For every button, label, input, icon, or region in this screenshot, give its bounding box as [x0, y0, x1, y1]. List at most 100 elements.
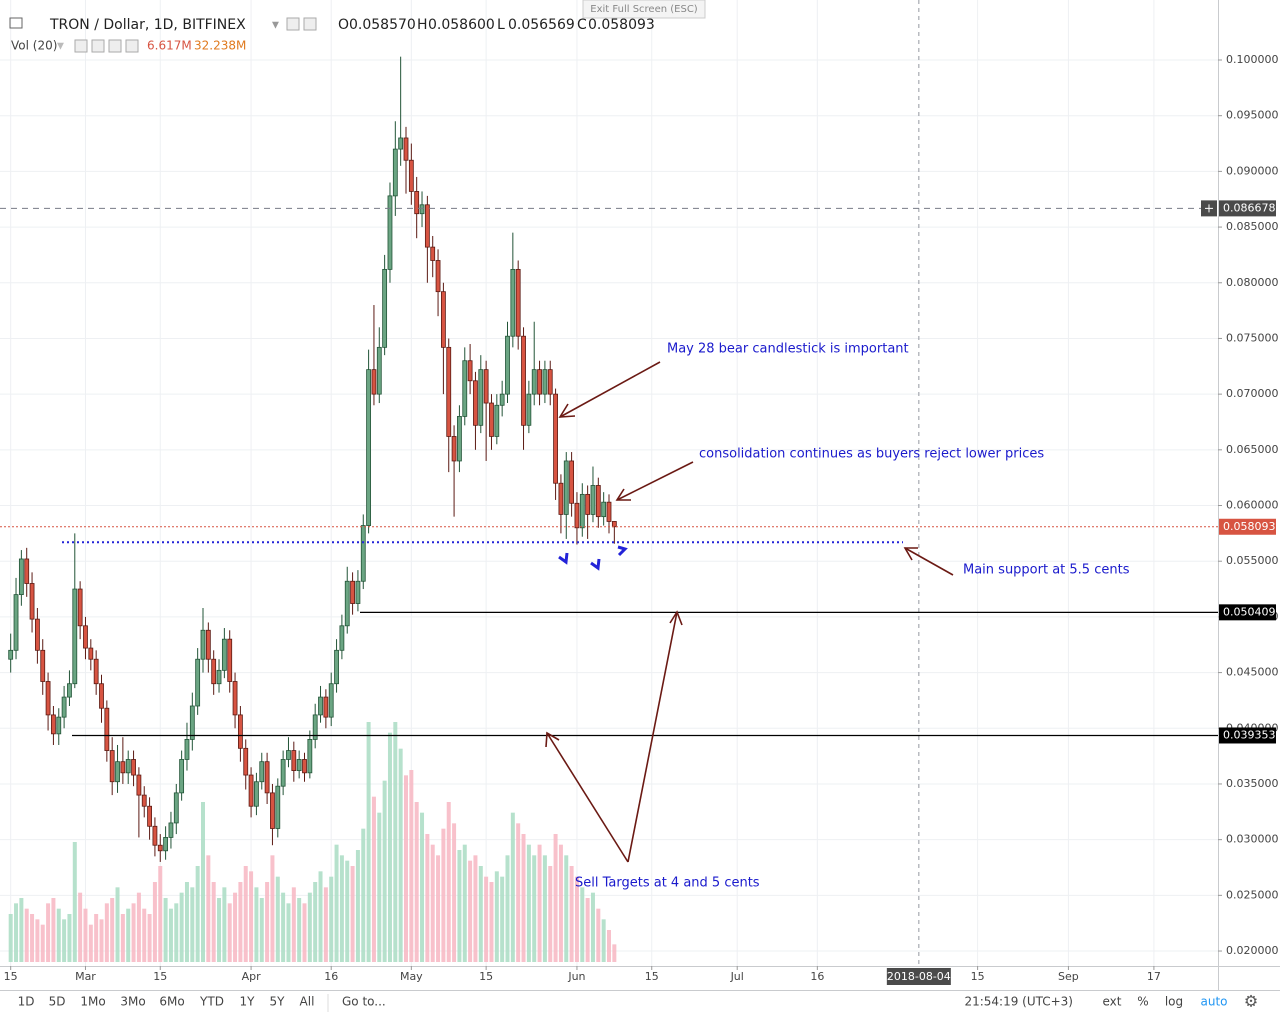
goto-button[interactable]: Go to...	[342, 995, 386, 1009]
volume-bar	[350, 866, 355, 962]
volume-bar	[526, 844, 531, 962]
arrow-head	[615, 488, 631, 501]
volume-bar	[206, 855, 211, 962]
ohlc-key: L	[497, 17, 505, 33]
volume-bar	[489, 882, 494, 962]
axis-option[interactable]: %	[1137, 995, 1148, 1009]
candle-body	[264, 761, 270, 794]
volume-bar	[302, 903, 307, 962]
volume-bar	[307, 892, 312, 962]
volume-ma-value: 32.238M	[194, 39, 246, 53]
arrow	[546, 732, 629, 863]
collapse-icon[interactable]	[9, 17, 23, 29]
range-button[interactable]: 5Y	[270, 995, 286, 1009]
candle-body	[489, 402, 494, 437]
volume-bar	[542, 855, 547, 962]
volume-bar	[425, 834, 430, 962]
exit-fullscreen-label[interactable]: Exit Full Screen (ESC)	[590, 4, 698, 15]
volume-bar	[259, 898, 264, 962]
volume-bar	[484, 876, 489, 962]
range-button[interactable]: YTD	[199, 995, 224, 1009]
range-button[interactable]: 1Y	[240, 995, 256, 1009]
range-button[interactable]: 1Mo	[80, 995, 105, 1009]
candle-body	[537, 369, 542, 395]
volume-bar	[558, 844, 563, 962]
axis-option[interactable]: auto	[1200, 995, 1227, 1009]
arrow	[616, 461, 694, 501]
volume-bar	[355, 850, 360, 962]
range-button[interactable]: All	[300, 995, 315, 1009]
volume-bar	[110, 898, 115, 962]
candle-body	[51, 714, 56, 735]
candle-body	[339, 625, 345, 651]
axis-option[interactable]: ext	[1103, 995, 1122, 1009]
price-label: 0.050409	[1223, 605, 1276, 618]
volume-bar	[222, 887, 227, 962]
x-tick-label: 16	[324, 970, 338, 983]
volume-bar	[94, 914, 99, 962]
settings-icon[interactable]	[286, 17, 300, 31]
volume-bar	[56, 908, 61, 962]
candle-body	[579, 493, 585, 529]
candle-body	[376, 346, 382, 395]
volume-bar	[179, 892, 184, 962]
candle-body	[13, 594, 19, 651]
candle-body	[419, 204, 425, 215]
x-tick-label: 15	[4, 970, 18, 983]
volume-bar	[393, 722, 398, 962]
candle-body	[147, 805, 152, 827]
symbol-title: TRON / Dollar, 1D, BITFINEX	[49, 17, 246, 33]
settings-gear[interactable]: ⚙	[1244, 992, 1258, 1011]
range-button[interactable]: 3Mo	[120, 995, 145, 1009]
volume-bar	[120, 914, 125, 962]
volume-bar	[329, 876, 334, 962]
y-tick-label: 0.075000	[1226, 331, 1279, 344]
candle-body	[371, 369, 377, 395]
candle-body	[494, 404, 500, 437]
candle-body	[387, 195, 393, 270]
candle-body	[526, 393, 532, 426]
candle-body	[446, 346, 452, 437]
format-icon[interactable]	[303, 17, 317, 31]
candle-body	[483, 369, 489, 404]
candle-body	[590, 485, 596, 515]
plot-area	[0, 0, 1218, 966]
axis-option[interactable]: log	[1165, 995, 1183, 1009]
candle-body	[270, 792, 275, 829]
candle-body	[115, 761, 120, 783]
dropdown-icon[interactable]: ▼	[57, 42, 64, 52]
volume-bar	[227, 903, 232, 962]
candle-body	[457, 416, 462, 462]
indicator-icon[interactable]	[108, 39, 122, 53]
indicator-icon[interactable]	[125, 39, 139, 53]
arrow-head	[669, 610, 683, 626]
indicator-icon[interactable]	[91, 39, 105, 53]
exit-fullscreen-button[interactable]	[582, 0, 706, 19]
candle-body	[280, 759, 286, 787]
ohlc-value: 0.058570	[349, 17, 416, 33]
volume-bar	[334, 844, 339, 962]
candle-body	[72, 588, 78, 685]
volume-bar	[19, 898, 24, 962]
candle-body	[248, 774, 254, 807]
y-tick-label: 0.095000	[1226, 109, 1279, 122]
volume-bar	[72, 842, 77, 962]
indicator-icon[interactable]	[74, 39, 88, 53]
volume-bar	[51, 898, 56, 962]
x-tick-label: 15	[971, 970, 985, 983]
candle-body	[328, 683, 334, 718]
range-button[interactable]: 1D	[18, 995, 35, 1009]
candle-body	[553, 393, 558, 484]
candle-body	[312, 714, 318, 740]
candle-body	[232, 681, 238, 716]
range-button[interactable]: 5D	[49, 995, 66, 1009]
arrow	[904, 547, 954, 576]
candle-body	[45, 681, 51, 716]
candle-body	[93, 658, 99, 685]
dropdown-icon[interactable]: ▼	[272, 21, 279, 31]
candle-body	[334, 649, 339, 685]
volume-bar	[158, 866, 163, 962]
range-button[interactable]: 6Mo	[159, 995, 184, 1009]
volume-bar	[217, 898, 222, 962]
volume-bar	[414, 802, 419, 962]
